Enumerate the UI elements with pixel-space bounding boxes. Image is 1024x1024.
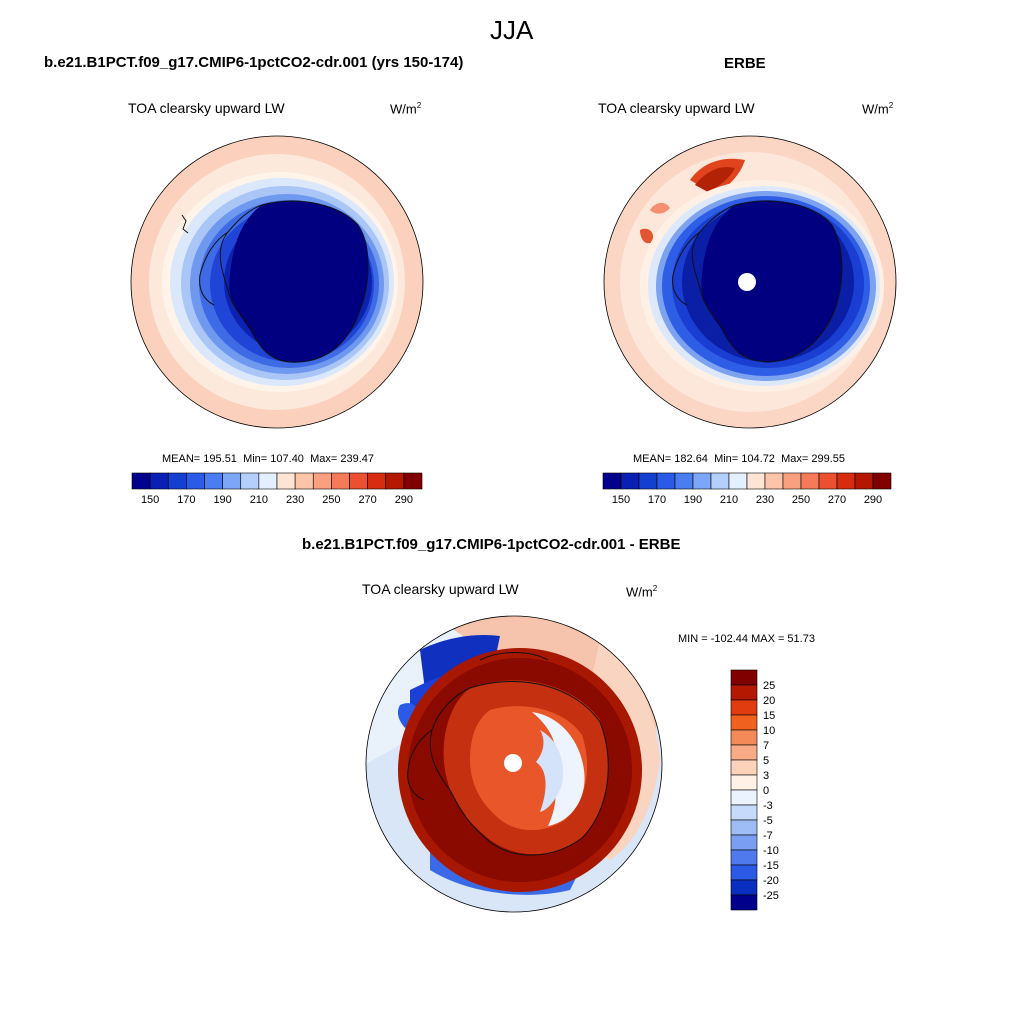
obs-colorbar-cell (674, 472, 694, 490)
diff-colorbar-tick: 10 (763, 725, 775, 737)
model-colorbar-cell (149, 472, 169, 490)
diff-colorbar-cell (730, 864, 758, 881)
obs-colorbar-cell (620, 472, 640, 490)
diff-colorbar-tick: 20 (763, 695, 775, 707)
diff-minmax: MIN = -102.44 MAX = 51.73 (678, 633, 815, 645)
model-colorbar-cell (385, 472, 405, 490)
diff-colorbar-cell (730, 879, 758, 896)
model-colorbar-tick: 170 (177, 494, 195, 506)
obs-colorbar-tick: 150 (612, 494, 630, 506)
obs-units: W/m2 (862, 101, 894, 117)
obs-colorbar-cell (746, 472, 766, 490)
model-colorbar-tick: 190 (213, 494, 231, 506)
obs-colorbar-cell (710, 472, 730, 490)
obs-colorbar-cell (638, 472, 658, 490)
model-colorbar-cell (204, 472, 223, 490)
obs-colorbar-cell (782, 472, 802, 490)
diff-colorbar-cell (730, 759, 758, 776)
model-colorbar-cell (240, 472, 260, 490)
model-colorbar-cell (167, 472, 187, 490)
diff-colorbar-cell (730, 819, 758, 836)
model-colorbar-cell (403, 472, 423, 490)
diff-colorbar-cell (730, 894, 758, 911)
obs-colorbar-cell (764, 472, 784, 490)
model-colorbar-cell (349, 472, 368, 490)
diff-colorbar-tick: -20 (763, 875, 779, 887)
obs-variable-label: TOA clearsky upward LW (598, 100, 755, 116)
diff-colorbar-cell (730, 789, 758, 806)
diff-colorbar-tick: 0 (763, 785, 769, 797)
obs-panel-header: ERBE (724, 55, 766, 72)
diff-colorbar-cell (730, 834, 758, 851)
diff-colorbar: 25 20 15 10 7 5 3 0 -3 -5 -7 -10 -15 -20 -25 (730, 669, 779, 911)
diff-colorbar-cell (730, 849, 758, 866)
model-stats: MEAN= 195.51 Min= 107.40 Max= 239.47 (162, 453, 374, 465)
diff-colorbar-tick: -7 (763, 830, 773, 842)
diff-colorbar-cell (730, 669, 758, 686)
diff-colorbar-cell (730, 804, 758, 821)
model-colorbar-cell (276, 472, 296, 490)
diff-colorbar-tick: -3 (763, 800, 773, 812)
obs-colorbar-cell (800, 472, 820, 490)
figure-title: JJA (490, 15, 534, 45)
diff-colorbar-tick: 7 (763, 740, 769, 752)
obs-colorbar-cell (854, 472, 874, 490)
obs-colorbar-cell (818, 472, 838, 490)
model-variable-label: TOA clearsky upward LW (128, 100, 285, 116)
model-colorbar-cell (222, 472, 242, 490)
diff-colorbar-tick: 5 (763, 755, 769, 767)
model-colorbar-cell (294, 472, 314, 490)
diff-variable-label: TOA clearsky upward LW (362, 581, 519, 597)
obs-colorbar-cell (872, 472, 892, 490)
obs-colorbar-tick: 290 (864, 494, 882, 506)
obs-colorbar-tick: 210 (720, 494, 738, 506)
diff-colorbar-cell (730, 774, 758, 791)
obs-colorbar-cell (836, 472, 856, 490)
model-colorbar-cell (312, 472, 332, 490)
diff-units: W/m2 (626, 584, 658, 600)
diff-colorbar-cell (730, 744, 758, 761)
obs-colorbar-tick: 270 (828, 494, 846, 506)
diff-colorbar-tick: 15 (763, 710, 775, 722)
diff-colorbar-tick: -5 (763, 815, 773, 827)
obs-colorbar-cell (656, 472, 676, 490)
diff-colorbar-cell (730, 714, 758, 731)
diff-colorbar-tick: -10 (763, 845, 779, 857)
model-colorbar-cell (367, 472, 387, 490)
diff-colorbar-tick: 25 (763, 680, 775, 692)
model-units: W/m2 (390, 101, 422, 117)
diff-panel-header: b.e21.B1PCT.f09_g17.CMIP6-1pctCO2-cdr.00… (302, 536, 681, 553)
model-panel-header: b.e21.B1PCT.f09_g17.CMIP6-1pctCO2-cdr.00… (44, 54, 464, 71)
model-colorbar-tick: 290 (395, 494, 413, 506)
diff-colorbar-tick: -25 (763, 890, 779, 902)
obs-colorbar: 150 170 190 210 230 250 270 290 (602, 472, 892, 506)
model-colorbar-tick: 210 (250, 494, 268, 506)
obs-stats: MEAN= 182.64 Min= 104.72 Max= 299.55 (633, 453, 845, 465)
obs-colorbar-cell (692, 472, 712, 490)
diff-colorbar-tick: 3 (763, 770, 769, 782)
model-colorbar-tick: 150 (141, 494, 159, 506)
diff-colorbar-tick: -15 (763, 860, 779, 872)
obs-colorbar-tick: 190 (684, 494, 702, 506)
diff-polar-map (365, 615, 663, 913)
obs-colorbar-tick: 230 (756, 494, 774, 506)
diff-colorbar-cell (730, 684, 758, 701)
model-colorbar-cell (331, 472, 350, 490)
model-polar-map (130, 135, 424, 429)
model-colorbar: 150 170 190 210 230 250 270 290 (131, 472, 423, 506)
diff-colorbar-cell (730, 729, 758, 746)
obs-colorbar-tick: 250 (792, 494, 810, 506)
model-colorbar-tick: 230 (286, 494, 304, 506)
obs-colorbar-tick: 170 (648, 494, 666, 506)
model-colorbar-cell (131, 472, 151, 490)
diff-colorbar-cell (730, 699, 758, 716)
model-colorbar-cell (186, 472, 205, 490)
obs-colorbar-cell (602, 472, 622, 490)
model-colorbar-tick: 250 (322, 494, 340, 506)
obs-colorbar-cell (728, 472, 748, 490)
obs-polar-map (603, 135, 897, 429)
model-colorbar-tick: 270 (358, 494, 376, 506)
model-colorbar-cell (258, 472, 278, 490)
